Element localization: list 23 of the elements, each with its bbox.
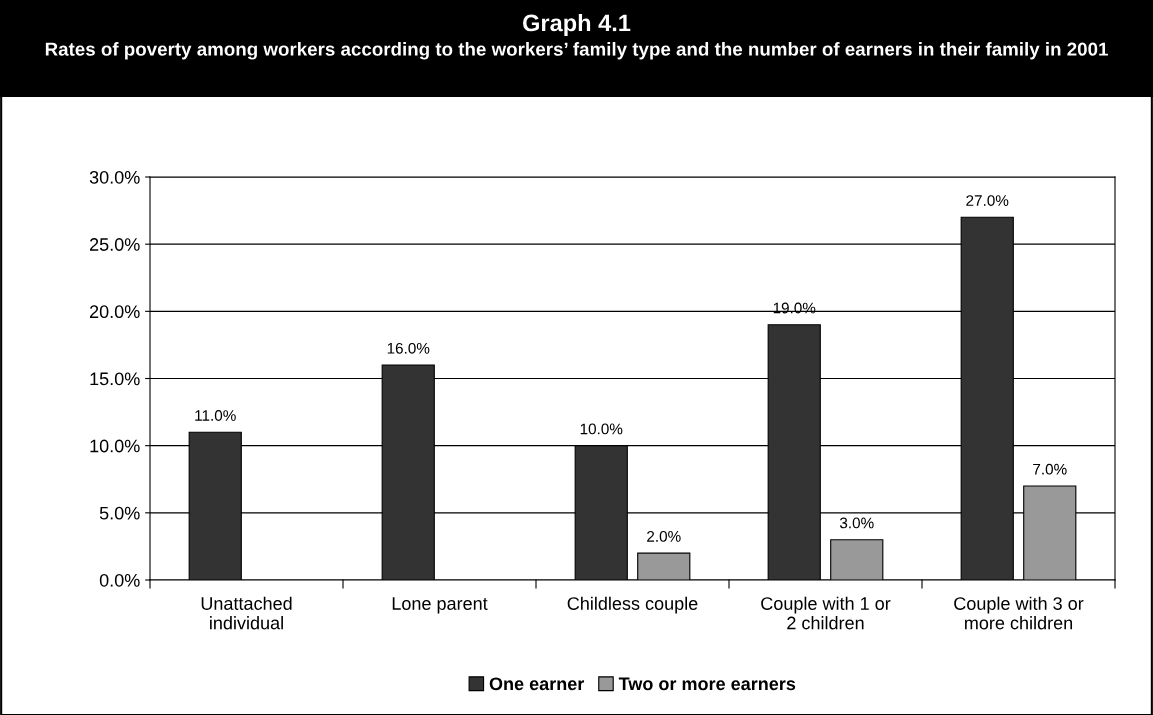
data-label: 2.0% bbox=[647, 530, 681, 542]
y-tick-label: 25.0% bbox=[89, 238, 140, 251]
data-label: 11.0% bbox=[195, 410, 236, 421]
data-label: 27.0% bbox=[966, 195, 1009, 206]
legend-label: One earner bbox=[489, 677, 585, 691]
y-tick-label: 20.0% bbox=[89, 305, 140, 319]
y-tick-label: 5.0% bbox=[99, 506, 140, 520]
legend-label: Two or more earners bbox=[618, 677, 796, 691]
data-label: 16.0% bbox=[387, 342, 430, 354]
data-label: 7.0% bbox=[1033, 463, 1067, 475]
y-tick-label: 10.0% bbox=[90, 439, 140, 453]
data-label: 10.0% bbox=[580, 423, 623, 435]
y-tick-label: 30.0% bbox=[89, 170, 140, 184]
x-tick-label: Unattached individual bbox=[201, 596, 292, 630]
x-tick-label: Couple with 3 or more children bbox=[954, 596, 1084, 630]
data-label: 3.0% bbox=[839, 517, 874, 529]
chart-title: Graph 4.1 bbox=[523, 14, 631, 37]
x-tick-label: Couple with 1 or 2 children bbox=[761, 596, 891, 630]
x-tick-label: Lone parent bbox=[392, 597, 488, 614]
x-tick-label: Childless couple bbox=[567, 596, 698, 614]
y-tick-label: 15.0% bbox=[90, 372, 140, 386]
y-tick-label: 0.0% bbox=[99, 573, 140, 587]
chart-subtitle: Rates of poverty among workers according to the workers’ family type and the number of earners in their family in 2001 bbox=[45, 42, 1108, 60]
